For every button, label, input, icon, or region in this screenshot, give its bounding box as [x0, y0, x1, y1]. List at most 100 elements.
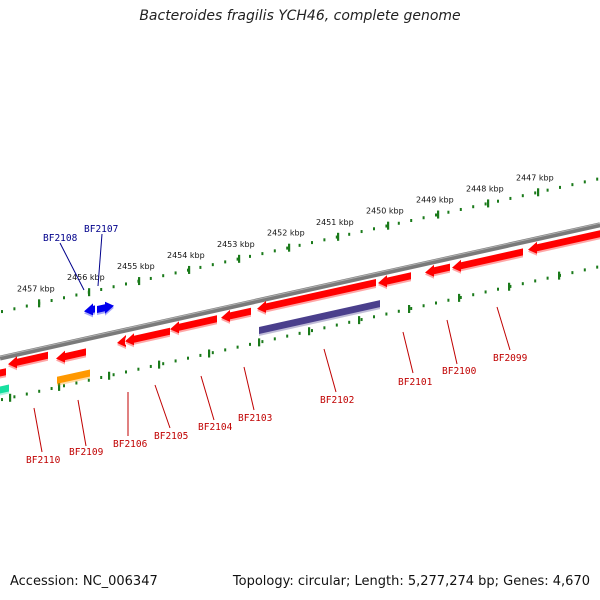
inner-ring-minor-tick [410, 307, 413, 311]
inner-ring-minor-tick [162, 362, 165, 366]
inner-major-tick [108, 371, 111, 380]
inner-major-tick [458, 293, 461, 302]
outer-ring-minor-tick [125, 282, 127, 286]
gene-label-bf2103: BF2103 [238, 413, 272, 424]
inner-ring-minor-tick [472, 293, 475, 297]
outer-ring-minor-tick [472, 205, 475, 209]
gene-bf2109-red-arrow [56, 348, 86, 363]
inner-ring-minor-tick [112, 373, 115, 377]
outer-ring-minor-tick [335, 235, 338, 239]
outer-ring-minor-tick [249, 254, 251, 258]
outer-ring-minor-tick [385, 224, 388, 228]
outer-ring-minor-tick [459, 207, 462, 211]
gene-leader-line [154, 384, 171, 429]
gene-leader-line [446, 319, 458, 365]
gene-bf2110-arrow-shadow [0, 370, 6, 379]
outer-ring-minor-tick [261, 252, 264, 256]
outer-ring-minor-tick [162, 274, 165, 278]
inner-ring-minor-tick [224, 348, 227, 352]
inner-ring-minor-tick [497, 287, 499, 291]
inner-ring-minor-tick [199, 353, 202, 357]
kbp-label: 2451 kbp [316, 218, 354, 227]
gene-bf2109-feature-shadow [57, 371, 90, 386]
outer-ring-minor-tick [521, 194, 524, 198]
gene-bf2102-feature [259, 300, 380, 334]
gene-label-bf2102: BF2102 [320, 395, 354, 406]
inner-ring-minor-tick [286, 334, 289, 338]
outer-ring-minor-tick [571, 183, 574, 187]
gene-bf2099-arrow-shadow [452, 250, 523, 274]
gene-bf2106-arrow [117, 335, 126, 347]
genome-backbone-highlight [0, 222, 600, 357]
gene-label-bf2109: BF2109 [69, 447, 104, 458]
major-tick [437, 210, 440, 219]
inner-ring-minor-tick [211, 351, 214, 355]
accession-text: Accession: NC_006347 [10, 574, 158, 589]
gene-bf2110-feature-shadow [0, 386, 9, 396]
outer-ring-minor-tick [422, 216, 425, 220]
gene-next-arrow [528, 230, 600, 254]
inner-major-tick [408, 304, 411, 313]
major-tick [337, 232, 340, 241]
gene-bf2110b-arrow-shadow [8, 353, 48, 371]
inner-major-tick [358, 316, 361, 325]
outer-ring-minor-tick [273, 249, 276, 253]
gene-leader-line [496, 306, 511, 351]
kbp-label: 2449 kbp [416, 196, 454, 205]
inner-ring-minor-tick [348, 320, 351, 324]
kbp-label: 2454 kbp [167, 251, 205, 260]
gene-leader-line [97, 233, 103, 287]
gene-leader-line [200, 375, 215, 421]
gene-bf2104-arrow-shadow [170, 317, 217, 336]
inner-ring-minor-tick [385, 312, 388, 316]
inner-major-tick [208, 349, 211, 358]
gene-bf2105-arrow-shadow [125, 329, 170, 348]
major-tick [487, 199, 490, 208]
gene-bf2107-arrow-shadow [97, 303, 114, 316]
gene-label-bf2106: BF2106 [113, 439, 148, 450]
inner-ring-minor-tick [311, 329, 313, 333]
inner-ring-minor-tick [125, 370, 127, 374]
inner-ring-minor-tick [100, 375, 103, 379]
outer-ring-minor-tick [112, 285, 115, 289]
kbp-label: 2452 kbp [267, 229, 305, 238]
gene-bf2109-red-arrow-shadow [56, 350, 86, 365]
kbp-label: 2447 kbp [516, 173, 554, 182]
inner-ring-minor-tick [373, 315, 375, 319]
gene-label-bf2104: BF2104 [198, 422, 233, 433]
inner-ring-minor-tick [484, 290, 487, 294]
outer-ring-minor-tick [224, 260, 227, 264]
gene-bf2108-arrow [84, 303, 95, 316]
inner-ring-minor-tick [261, 340, 264, 344]
outer-ring-minor-tick [286, 246, 289, 250]
outer-ring-minor-tick [311, 241, 313, 245]
inner-major-tick [258, 338, 261, 347]
outer-ring-minor-tick [50, 299, 53, 303]
inner-ring-minor-tick [50, 387, 53, 391]
outer-ring-minor-tick [373, 227, 375, 231]
gene-bf2108-arrow-shadow [84, 305, 95, 318]
kbp-label: 2453 kbp [217, 240, 255, 249]
major-tick [387, 221, 390, 230]
outer-ring-minor-tick [534, 191, 537, 195]
outer-ring-minor-tick [583, 180, 586, 184]
outer-ring-minor-tick [323, 238, 326, 242]
inner-ring-minor-tick [187, 356, 189, 360]
kbp-label: 2448 kbp [466, 184, 504, 193]
outer-ring-minor-tick [149, 276, 152, 280]
major-tick [288, 243, 291, 252]
gene-bf2104-arrow [170, 315, 217, 334]
inner-ring-minor-tick [509, 284, 512, 288]
outer-ring-minor-tick [348, 232, 351, 236]
inner-ring-minor-tick [298, 331, 301, 335]
inner-major-tick [508, 282, 511, 291]
gene-leader-line [77, 399, 87, 447]
major-tick [188, 265, 191, 274]
major-tick [537, 188, 540, 197]
inner-ring-minor-tick [521, 282, 524, 286]
gene-label-bf2101: BF2101 [398, 377, 433, 388]
inner-ring-minor-tick [236, 345, 239, 349]
gene-next-arrow-shadow [528, 232, 600, 256]
inner-ring-minor-tick [583, 268, 586, 272]
inner-ring-minor-tick [63, 384, 65, 388]
